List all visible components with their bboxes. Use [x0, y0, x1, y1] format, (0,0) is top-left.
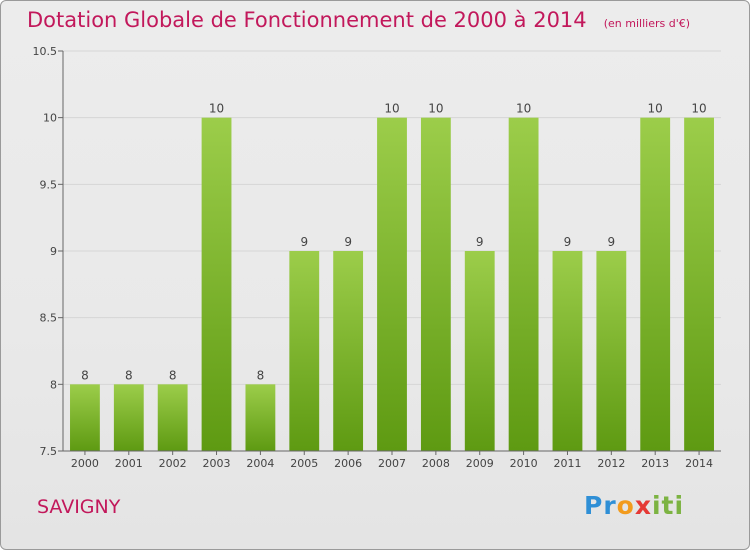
y-tick-label: 10	[43, 112, 57, 125]
commune-name: SAVIGNY	[37, 496, 121, 518]
x-tick-label: 2004	[246, 457, 274, 470]
y-tick-label: 10.5	[33, 45, 58, 58]
bar	[640, 117, 671, 452]
bar	[289, 251, 320, 451]
data-label: 10	[209, 102, 224, 116]
y-tick-label: 8.5	[40, 312, 58, 325]
bar	[552, 251, 583, 451]
bar	[70, 384, 100, 451]
y-tick-label: 9.5	[40, 178, 58, 191]
data-label: 8	[81, 368, 89, 382]
bar	[157, 384, 188, 451]
x-tick-label: 2001	[115, 457, 143, 470]
chart-title: Dotation Globale de Fonctionnement de 20…	[27, 8, 587, 32]
x-tick-label: 2007	[378, 457, 406, 470]
bar	[684, 117, 714, 452]
data-label: 10	[428, 102, 443, 116]
axes	[58, 50, 721, 455]
data-label: 8	[169, 368, 177, 382]
data-label: 8	[257, 368, 265, 382]
y-tick-label: 7.5	[40, 445, 58, 458]
labels: 7.5 8 8.5 9 9.5 10 10.5 8 2000 8 2001 8 2002 10 2003 8 2…	[33, 45, 714, 470]
chart-subtitle: (en milliers d'€)	[603, 17, 691, 30]
x-tick-label: 2011	[553, 457, 581, 470]
bar	[420, 117, 451, 452]
proxiti-logo: Proxiti	[584, 491, 685, 520]
data-label: 9	[300, 235, 308, 249]
x-tick-label: 2012	[597, 457, 625, 470]
bar	[201, 117, 232, 452]
y-tick-label: 8	[50, 378, 57, 391]
data-label: 8	[125, 368, 133, 382]
data-label: 10	[384, 102, 399, 116]
title-block: Dotation Globale de Fonctionnement de 20…	[27, 8, 690, 32]
y-tick-label: 9	[50, 245, 57, 258]
data-label: 9	[476, 235, 484, 249]
x-tick-label: 2009	[466, 457, 494, 470]
data-label: 9	[344, 235, 352, 249]
data-label: 9	[564, 235, 572, 249]
bar	[464, 251, 495, 451]
bar	[245, 384, 276, 451]
data-label: 10	[648, 102, 663, 116]
x-tick-label: 2000	[71, 457, 99, 470]
data-label: 10	[691, 102, 706, 116]
bar	[113, 384, 144, 451]
bar	[377, 117, 407, 452]
bar	[596, 251, 627, 451]
x-tick-label: 2002	[159, 457, 187, 470]
bars	[70, 117, 714, 452]
x-tick-label: 2006	[334, 457, 362, 470]
x-tick-label: 2014	[685, 457, 713, 470]
x-tick-label: 2005	[290, 457, 318, 470]
bar	[333, 251, 364, 451]
x-tick-label: 2003	[203, 457, 231, 470]
data-label: 9	[608, 235, 616, 249]
bar	[508, 117, 539, 452]
data-label: 10	[516, 102, 531, 116]
x-tick-label: 2013	[641, 457, 669, 470]
x-tick-label: 2008	[422, 457, 450, 470]
x-tick-label: 2010	[510, 457, 538, 470]
